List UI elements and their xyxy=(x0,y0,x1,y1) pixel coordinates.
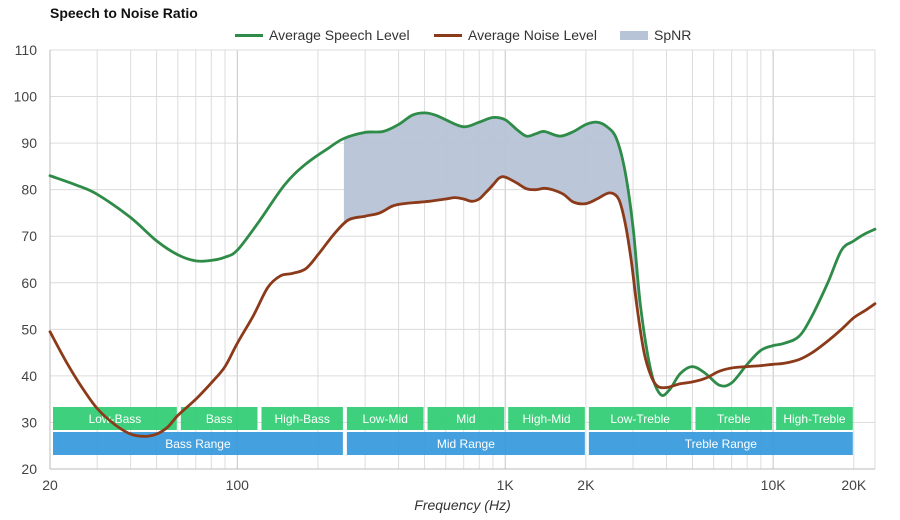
band-high-treble xyxy=(776,407,853,430)
x-tick-label: 1K xyxy=(497,477,515,493)
y-tick-label: 90 xyxy=(21,135,37,151)
x-tick-label: 10K xyxy=(761,477,787,493)
legend-label-speech: Average Speech Level xyxy=(269,27,410,43)
band-high-bass xyxy=(261,407,343,430)
band-label: Treble Range xyxy=(685,437,758,451)
legend-swatch-speech xyxy=(235,33,263,37)
band-low-bass xyxy=(53,407,177,430)
band-label: Treble xyxy=(717,412,751,426)
legend-item-speech[interactable]: Average Speech Level xyxy=(235,27,410,43)
band-label: High-Bass xyxy=(275,412,330,426)
band-treble-range xyxy=(588,432,853,455)
band-high-mid xyxy=(508,407,585,430)
legend-swatch-spnr xyxy=(620,30,648,40)
y-tick-label: 60 xyxy=(21,275,37,291)
x-tick-label: 20K xyxy=(841,477,867,493)
band-label: Mid Range xyxy=(437,437,495,451)
band-label: Bass Range xyxy=(165,437,231,451)
y-tick-label: 40 xyxy=(21,368,37,384)
x-axis-title: Frequency (Hz) xyxy=(414,497,511,513)
legend-item-spnr[interactable]: SpNR xyxy=(620,27,691,43)
band-label: Low-Treble xyxy=(610,412,670,426)
band-bass-range xyxy=(53,432,343,455)
legend: Average Speech Level Average Noise Level… xyxy=(0,27,900,47)
legend-swatch-noise xyxy=(434,33,462,37)
speech-level-line xyxy=(48,111,877,397)
band-low-treble xyxy=(588,407,692,430)
band-low-mid xyxy=(346,407,424,430)
chart-title: Speech to Noise Ratio xyxy=(50,5,198,21)
x-tick-label: 2K xyxy=(577,477,595,493)
band-label: Mid xyxy=(456,412,475,426)
band-mid-range xyxy=(346,432,585,455)
x-tick-label: 100 xyxy=(226,477,250,493)
band-label: Low-Mid xyxy=(363,412,408,426)
y-tick-label: 20 xyxy=(21,461,37,477)
y-tick-label: 70 xyxy=(21,228,37,244)
y-tick-label: 80 xyxy=(21,182,37,198)
legend-label-spnr: SpNR xyxy=(654,27,692,43)
band-label: Low-Bass xyxy=(89,412,142,426)
y-tick-label: 30 xyxy=(21,414,37,430)
y-tick-label: 110 xyxy=(15,42,38,58)
legend-item-noise[interactable]: Average Noise Level xyxy=(434,27,597,43)
band-label: High-Treble xyxy=(783,412,846,426)
noise-level-line xyxy=(48,175,877,438)
y-tick-label: 100 xyxy=(14,89,38,105)
band-mid xyxy=(427,407,505,430)
y-tick-label: 50 xyxy=(21,321,37,337)
x-tick-label: 20 xyxy=(42,477,58,493)
band-label: Bass xyxy=(206,412,233,426)
band-treble xyxy=(695,407,773,430)
spnr-area xyxy=(343,113,639,318)
legend-label-noise: Average Noise Level xyxy=(468,27,597,43)
band-label: High-Mid xyxy=(523,412,571,426)
band-bass xyxy=(180,407,258,430)
